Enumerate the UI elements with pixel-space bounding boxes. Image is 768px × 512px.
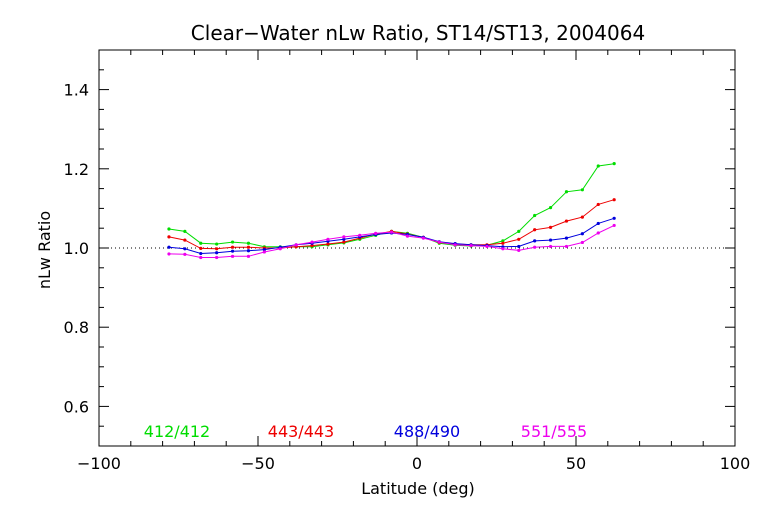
series-line-1 xyxy=(168,199,615,250)
data-point xyxy=(215,255,219,260)
data-point xyxy=(183,252,187,256)
data-point xyxy=(199,251,203,256)
data-point xyxy=(612,198,616,202)
data-point xyxy=(501,247,505,251)
x-axis-label: Latitude (deg) xyxy=(361,479,475,498)
data-point xyxy=(548,225,553,230)
data-point xyxy=(612,216,616,220)
data-point xyxy=(596,221,600,226)
data-point xyxy=(596,202,600,207)
data-point xyxy=(564,219,569,223)
data-point xyxy=(453,243,457,247)
data-point xyxy=(294,243,298,247)
axis-ticks xyxy=(98,49,736,447)
data-point xyxy=(358,233,362,237)
data-point xyxy=(596,164,600,168)
data-point xyxy=(215,247,219,251)
x-tick-label: −100 xyxy=(77,454,121,473)
data-point xyxy=(517,237,521,241)
data-point xyxy=(612,162,616,166)
y-axis-label: nLw Ratio xyxy=(35,211,54,289)
data-point xyxy=(167,252,171,256)
data-point xyxy=(199,246,203,250)
data-point xyxy=(342,235,346,239)
data-point xyxy=(548,244,553,249)
data-point xyxy=(246,254,251,258)
data-point xyxy=(215,242,219,246)
data-point xyxy=(183,238,187,242)
tick-labels: −100 −50 0 50 100 0.6 0.8 1.0 1.2 1.4 xyxy=(64,81,751,473)
data-point xyxy=(548,238,553,242)
data-point xyxy=(533,245,537,249)
data-point xyxy=(246,249,251,253)
data-point xyxy=(199,241,203,245)
data-point xyxy=(262,250,266,254)
data-point xyxy=(580,215,584,219)
y-tick-label: 1.0 xyxy=(64,239,89,258)
x-tick-label: 0 xyxy=(412,454,422,473)
x-tick-label: 50 xyxy=(566,454,586,473)
data-point xyxy=(310,240,314,244)
data-point xyxy=(580,188,584,192)
data-point xyxy=(517,244,521,249)
data-point xyxy=(215,251,219,255)
data-point xyxy=(278,247,282,251)
data-point xyxy=(564,244,569,249)
chart-title: Clear−Water nLw Ratio, ST14/ST13, 200406… xyxy=(191,21,645,45)
legend: 412/412 443/443 488/490 551/555 xyxy=(144,422,587,441)
data-point xyxy=(580,232,584,236)
data-point xyxy=(342,237,346,241)
data-point xyxy=(230,254,235,258)
data-point xyxy=(469,244,473,248)
data-point xyxy=(230,249,235,253)
data-point xyxy=(326,237,330,241)
data-point xyxy=(612,223,616,228)
data-point xyxy=(421,236,425,240)
data-point xyxy=(548,206,553,210)
x-tick-label: 100 xyxy=(720,454,751,473)
data-point xyxy=(533,213,537,218)
data-point xyxy=(167,245,171,249)
data-point xyxy=(533,228,537,232)
data-point xyxy=(167,227,171,231)
legend-label: 443/443 xyxy=(268,422,334,441)
data-point xyxy=(246,245,251,249)
x-tick-label: −50 xyxy=(241,454,275,473)
data-point xyxy=(199,255,203,260)
data-point xyxy=(183,229,187,233)
data-point xyxy=(564,190,569,194)
data-point xyxy=(533,239,537,243)
y-tick-label: 0.8 xyxy=(64,318,89,337)
data-point xyxy=(183,247,187,251)
data-point xyxy=(517,229,521,233)
y-tick-label: 1.4 xyxy=(64,81,89,100)
data-point xyxy=(342,240,346,244)
legend-label: 488/490 xyxy=(394,422,460,441)
data-point xyxy=(167,235,171,239)
data-point xyxy=(326,242,330,246)
y-tick-label: 0.6 xyxy=(64,397,89,416)
series-group xyxy=(167,162,616,260)
data-point xyxy=(310,244,314,248)
data-point xyxy=(374,231,378,235)
data-point xyxy=(517,248,521,252)
data-point xyxy=(485,244,489,249)
data-point xyxy=(230,240,235,244)
data-point xyxy=(501,241,505,245)
legend-label: 551/555 xyxy=(521,422,587,441)
data-point xyxy=(246,241,251,245)
data-point xyxy=(405,234,410,238)
data-point xyxy=(437,240,441,244)
data-point xyxy=(596,231,600,235)
data-point xyxy=(389,230,394,234)
y-tick-label: 1.2 xyxy=(64,160,89,179)
data-point xyxy=(262,247,266,252)
legend-label: 412/412 xyxy=(144,422,210,441)
data-point xyxy=(230,245,235,249)
data-point xyxy=(580,240,584,245)
data-point xyxy=(564,236,569,240)
data-point xyxy=(501,239,505,243)
